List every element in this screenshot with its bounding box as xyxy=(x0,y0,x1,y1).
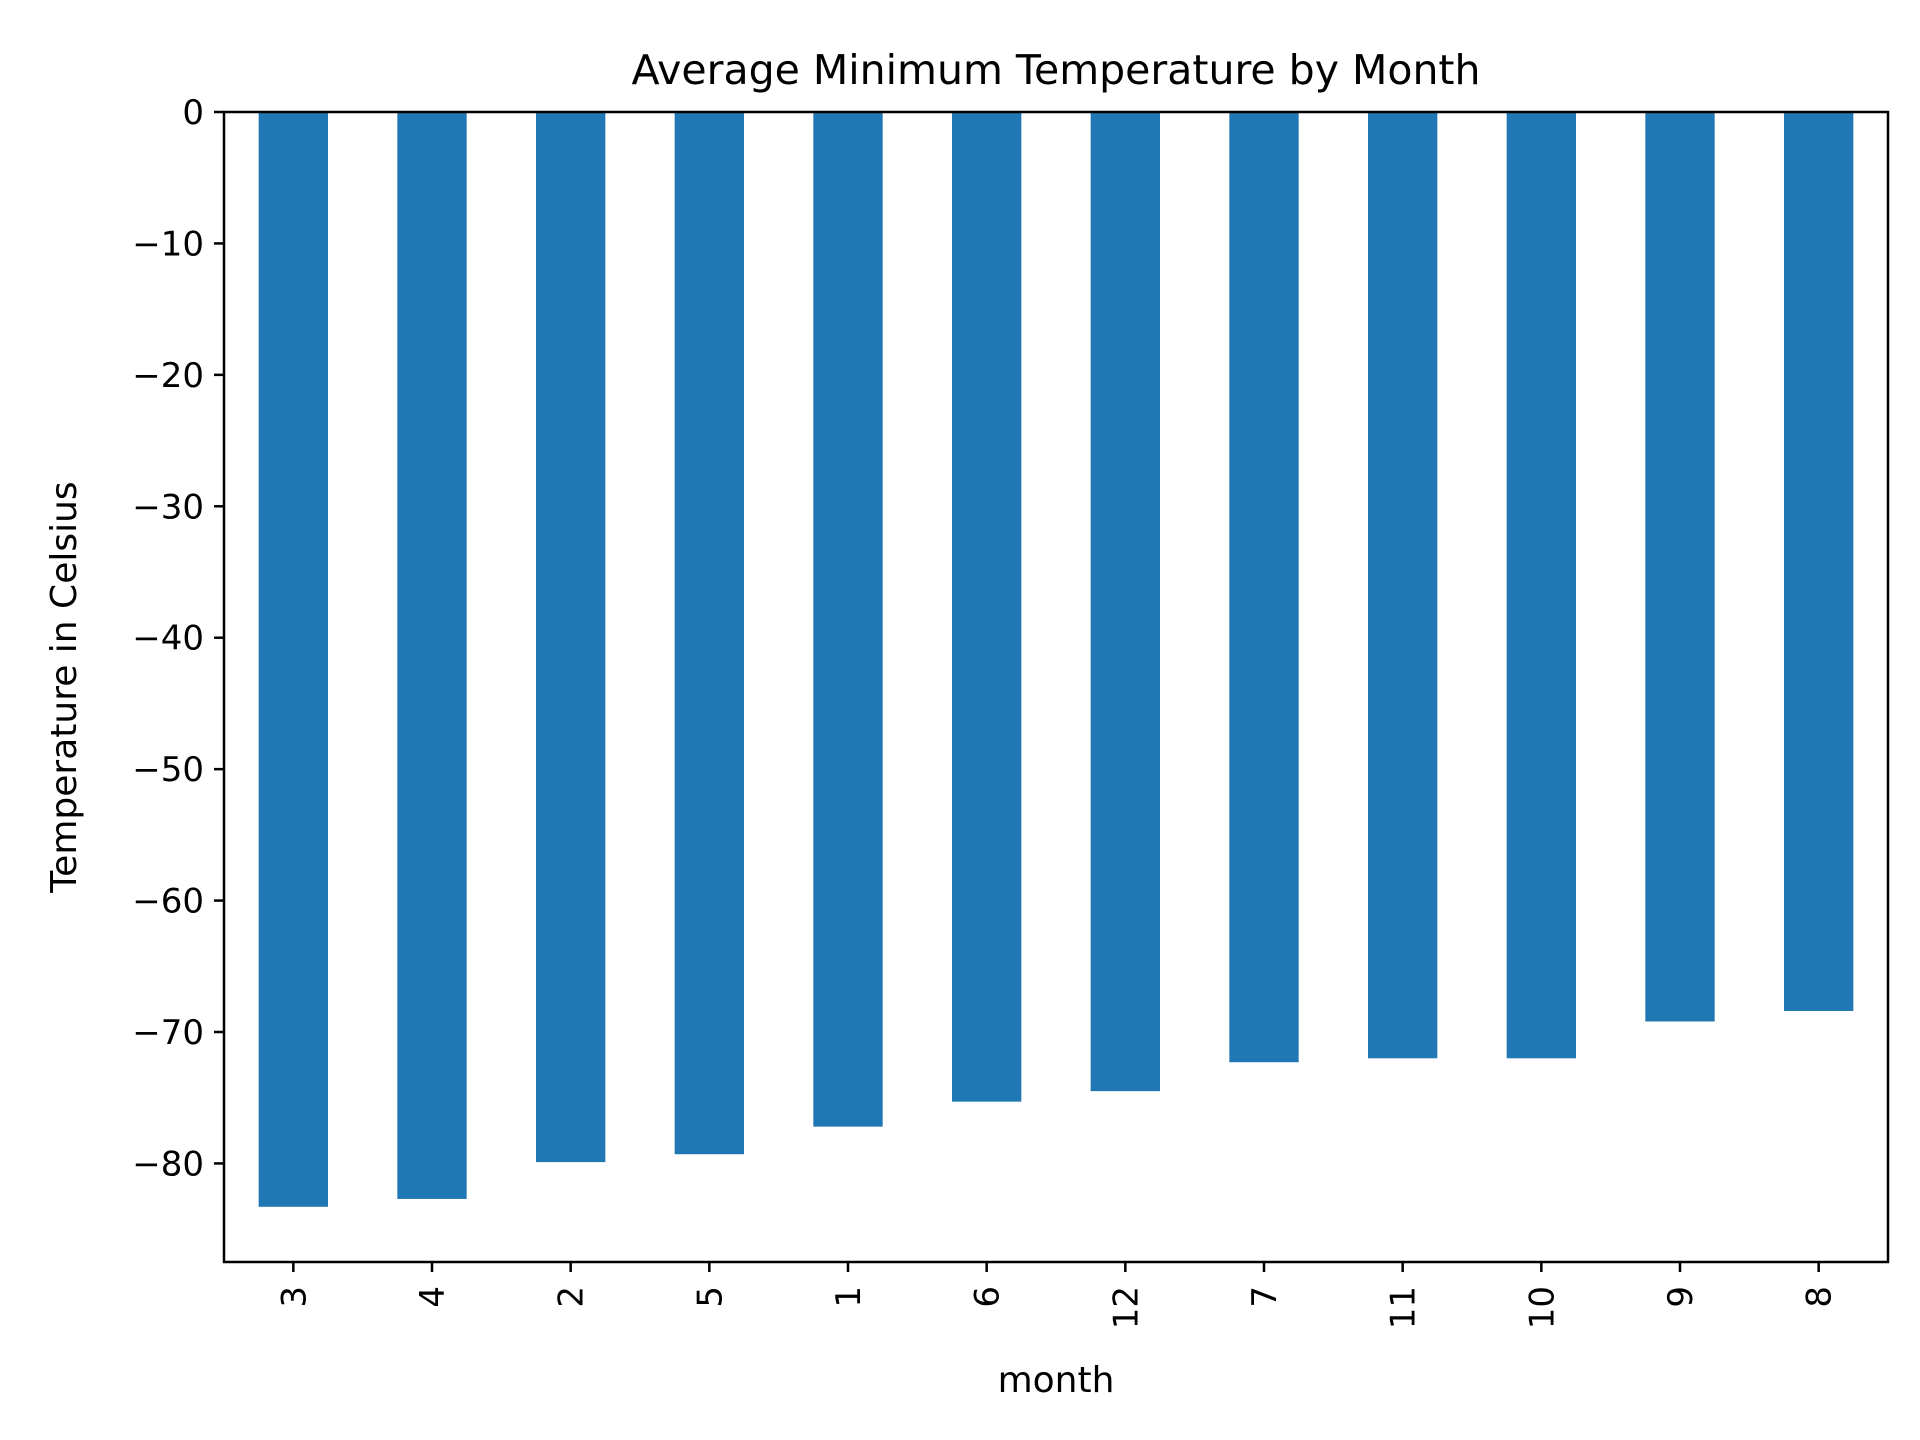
bar-month-8 xyxy=(1784,112,1854,1011)
plot-frame xyxy=(222,110,1890,1264)
x-tick-label: 1 xyxy=(829,1286,869,1308)
y-tick-label: −50 xyxy=(132,750,204,790)
y-tick-label: −70 xyxy=(132,1013,204,1053)
x-tick-label: 10 xyxy=(1522,1286,1562,1329)
y-tick-label: −80 xyxy=(132,1144,204,1184)
bar-month-12 xyxy=(1090,112,1160,1092)
bar-month-11 xyxy=(1368,112,1438,1059)
x-axis-label: month xyxy=(998,1360,1115,1401)
chart-title: Average Minimum Temperature by Month xyxy=(631,46,1480,94)
x-tick-label: 3 xyxy=(274,1286,314,1308)
bar-month-10 xyxy=(1506,112,1576,1059)
bar-month-3 xyxy=(258,112,328,1207)
y-tick-label: −20 xyxy=(132,356,204,396)
y-tick-label: −40 xyxy=(132,619,204,659)
y-tick-label: −30 xyxy=(132,487,204,527)
bar-month-4 xyxy=(397,112,467,1199)
y-tick-label: 0 xyxy=(182,93,204,133)
y-tick-label: −10 xyxy=(132,224,204,264)
x-tick-label: 8 xyxy=(1800,1286,1840,1308)
bar-month-7 xyxy=(1229,112,1299,1063)
bar-month-1 xyxy=(813,112,883,1127)
x-tick-label: 4 xyxy=(413,1286,453,1308)
x-tick-label: 5 xyxy=(690,1286,730,1308)
x-tick-label: 6 xyxy=(968,1286,1008,1308)
bar-month-2 xyxy=(536,112,606,1163)
bar-month-5 xyxy=(674,112,744,1155)
x-tick-label: 9 xyxy=(1661,1286,1701,1308)
bars-group xyxy=(258,112,1854,1207)
y-axis-label: Temperature in Celsius xyxy=(44,481,85,893)
x-tick-label: 11 xyxy=(1384,1286,1424,1329)
x-tick-label: 2 xyxy=(552,1286,592,1308)
x-tick-label: 12 xyxy=(1106,1286,1146,1329)
y-tick-label: −60 xyxy=(132,882,204,922)
bar-month-6 xyxy=(952,112,1022,1102)
y-axis: 0 −10 −20 −30 −40 −50 −60 −70 −80 xyxy=(132,93,224,1184)
x-axis: 3 4 2 5 1 6 12 7 11 10 9 8 xyxy=(274,1262,1840,1329)
x-tick-label: 7 xyxy=(1245,1286,1285,1308)
bar-month-9 xyxy=(1645,112,1715,1022)
